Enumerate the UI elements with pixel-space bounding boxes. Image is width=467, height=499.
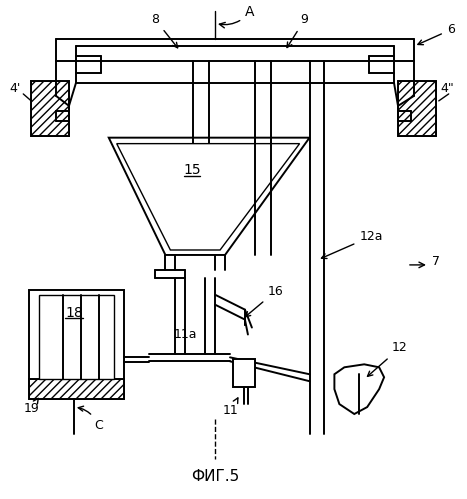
Text: ФИГ.5: ФИГ.5 (191, 469, 239, 484)
Bar (29, 379, 124, 399)
Text: 4": 4" (441, 82, 454, 95)
Text: 4': 4' (9, 82, 21, 95)
Bar (398, 81, 436, 136)
Polygon shape (117, 144, 300, 250)
Text: 8: 8 (151, 13, 177, 48)
Text: 16: 16 (245, 285, 283, 317)
Text: 19: 19 (23, 398, 39, 415)
Text: 12a: 12a (321, 230, 383, 258)
Bar (31, 81, 69, 136)
Text: 12: 12 (368, 341, 408, 376)
Text: 11: 11 (223, 398, 239, 417)
Polygon shape (109, 138, 310, 255)
Text: 18: 18 (65, 305, 83, 320)
Text: 11a: 11a (174, 328, 197, 341)
Text: 7: 7 (432, 255, 440, 268)
Bar (31, 81, 69, 136)
Text: 9: 9 (287, 13, 309, 47)
Bar (29, 379, 124, 399)
Text: 6: 6 (418, 23, 454, 45)
Text: 15: 15 (184, 164, 201, 178)
Text: А: А (219, 5, 255, 28)
Polygon shape (334, 364, 384, 414)
Bar (398, 81, 436, 136)
Bar (39, 295, 114, 379)
Bar (29, 290, 124, 389)
Bar (233, 359, 255, 387)
Text: С: С (78, 406, 103, 432)
